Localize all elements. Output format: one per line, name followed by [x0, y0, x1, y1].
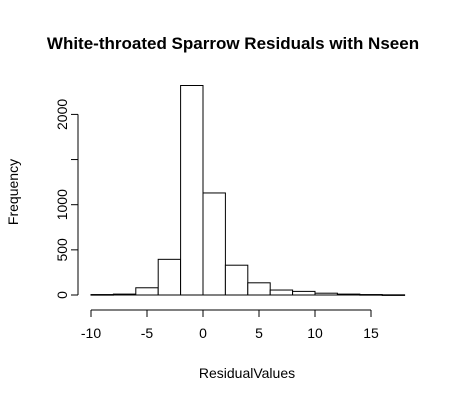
y-axis: 0 500 1000 2000	[54, 99, 78, 299]
bars-group	[91, 86, 405, 296]
y-tick-label: 500	[54, 238, 70, 262]
x-tick-label: 0	[199, 325, 207, 341]
histogram-bar	[382, 295, 404, 296]
x-tick-label: 5	[255, 325, 263, 341]
x-axis-label: ResidualValues	[199, 365, 295, 381]
histogram-bar	[248, 283, 270, 295]
histogram-bar	[113, 294, 135, 295]
histogram-bar	[270, 290, 292, 295]
y-tick-label: 0	[54, 291, 70, 299]
x-tick-label: -10	[81, 325, 101, 341]
histogram-bar	[293, 291, 315, 295]
x-axis: -10 -5 0 5 10 15	[81, 310, 379, 341]
histogram-bar	[337, 294, 359, 295]
y-axis-label: Frequency	[5, 159, 21, 225]
x-tick-label: 10	[307, 325, 323, 341]
histogram-bar	[203, 193, 225, 295]
histogram-bar	[136, 288, 158, 295]
chart-title: White-throated Sparrow Residuals with Ns…	[47, 34, 419, 53]
histogram-bar	[181, 86, 203, 295]
histogram-bar	[91, 295, 113, 296]
histogram-bar	[225, 265, 247, 295]
x-tick-label: 15	[363, 325, 379, 341]
histogram-bar	[158, 259, 180, 295]
x-tick-label: -5	[141, 325, 154, 341]
histogram-bar	[360, 295, 382, 296]
histogram-bar	[315, 293, 337, 295]
y-tick-label: 1000	[54, 189, 70, 220]
y-tick-label: 2000	[54, 99, 70, 130]
